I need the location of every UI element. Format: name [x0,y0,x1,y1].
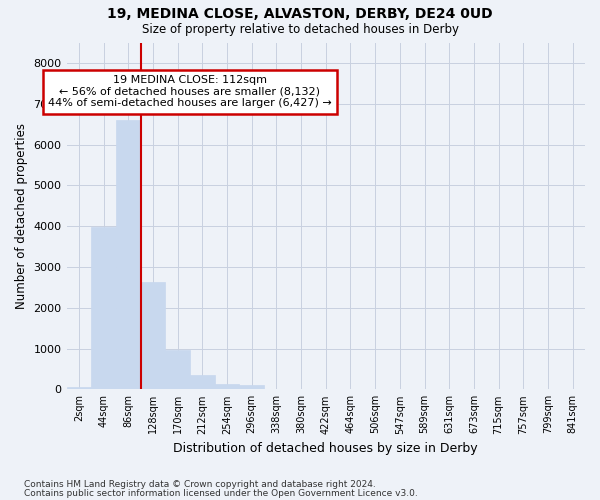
Bar [91,227,116,390]
Bar [116,120,140,390]
Bar [239,385,264,390]
Bar [190,376,215,390]
Text: Contains public sector information licensed under the Open Government Licence v3: Contains public sector information licen… [24,488,418,498]
Bar [165,350,190,390]
Y-axis label: Number of detached properties: Number of detached properties [15,123,28,309]
Bar [140,282,165,390]
Text: Size of property relative to detached houses in Derby: Size of property relative to detached ho… [142,22,458,36]
Bar [215,384,239,390]
Text: 19 MEDINA CLOSE: 112sqm
← 56% of detached houses are smaller (8,132)
44% of semi: 19 MEDINA CLOSE: 112sqm ← 56% of detache… [48,75,332,108]
Bar [67,388,91,390]
X-axis label: Distribution of detached houses by size in Derby: Distribution of detached houses by size … [173,442,478,455]
Text: 19, MEDINA CLOSE, ALVASTON, DERBY, DE24 0UD: 19, MEDINA CLOSE, ALVASTON, DERBY, DE24 … [107,8,493,22]
Text: Contains HM Land Registry data © Crown copyright and database right 2024.: Contains HM Land Registry data © Crown c… [24,480,376,489]
